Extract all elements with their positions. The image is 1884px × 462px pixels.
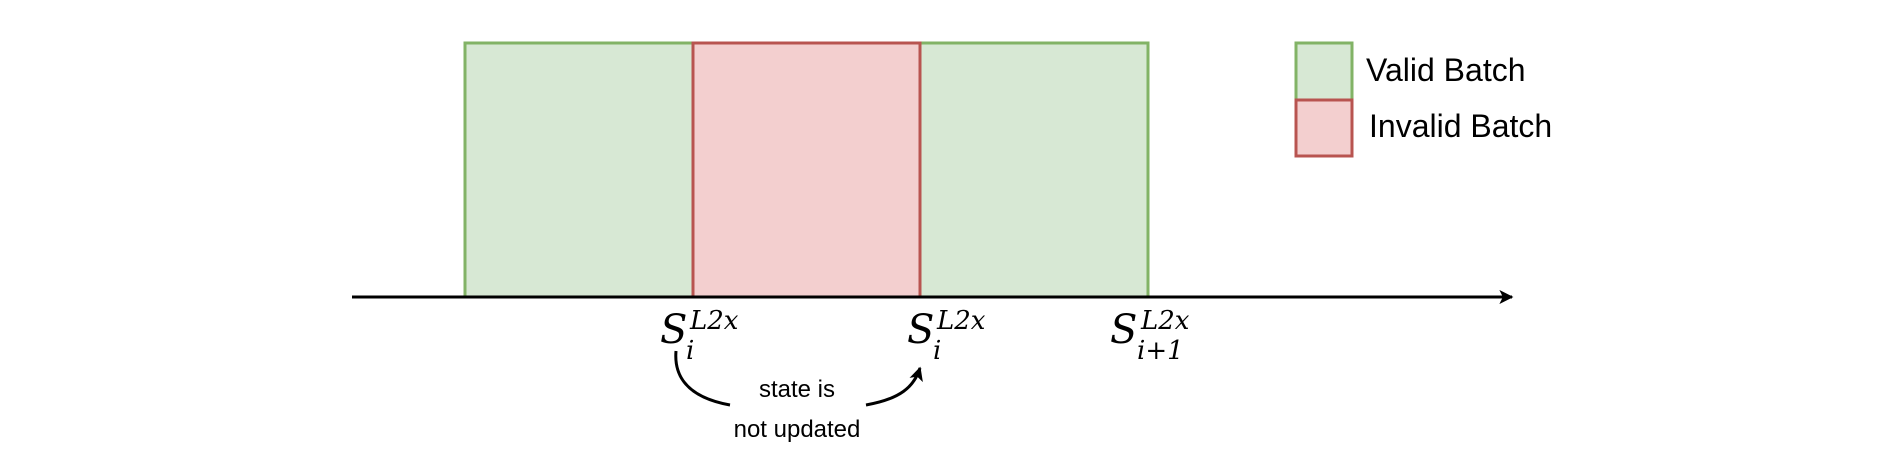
state-label-1-base: S	[660, 307, 687, 353]
state-label-2-superscript: L2x	[936, 306, 986, 336]
legend: Valid Batch Invalid Batch	[1294, 41, 1552, 158]
valid-batch-block-1	[463, 41, 695, 299]
state-label-3: S L2x i+1	[1110, 306, 1190, 366]
legend-valid-label: Valid Batch	[1366, 52, 1526, 88]
valid-batch-block-2	[918, 41, 1150, 299]
annotation-line-2: not updated	[734, 416, 861, 443]
state-labels: S L2x i S L2x i S L2x i+1	[660, 306, 1190, 366]
state-label-2-base: S	[907, 307, 934, 353]
state-label-3-superscript: L2x	[1140, 306, 1190, 336]
curve-from-first-state	[674, 350, 731, 407]
legend-invalid-label: Invalid Batch	[1369, 108, 1552, 144]
state-label-2: S L2x i	[907, 306, 986, 366]
batch-blocks	[463, 41, 1150, 299]
state-label-1-superscript: L2x	[689, 306, 739, 336]
annotation-arrows	[674, 350, 923, 407]
curve-to-second-state	[865, 366, 923, 407]
state-label-3-base: S	[1110, 307, 1137, 353]
state-label-3-subscript: i+1	[1137, 336, 1184, 366]
legend-valid-swatch	[1294, 41, 1354, 102]
annotation-text: state is not updated	[734, 376, 861, 443]
state-label-2-subscript: i	[933, 336, 941, 366]
state-label-1: S L2x i	[660, 306, 739, 366]
annotation-line-1: state is	[759, 376, 835, 403]
invalid-batch-block	[691, 41, 922, 299]
state-label-1-subscript: i	[686, 336, 694, 366]
legend-invalid-swatch	[1294, 98, 1354, 158]
